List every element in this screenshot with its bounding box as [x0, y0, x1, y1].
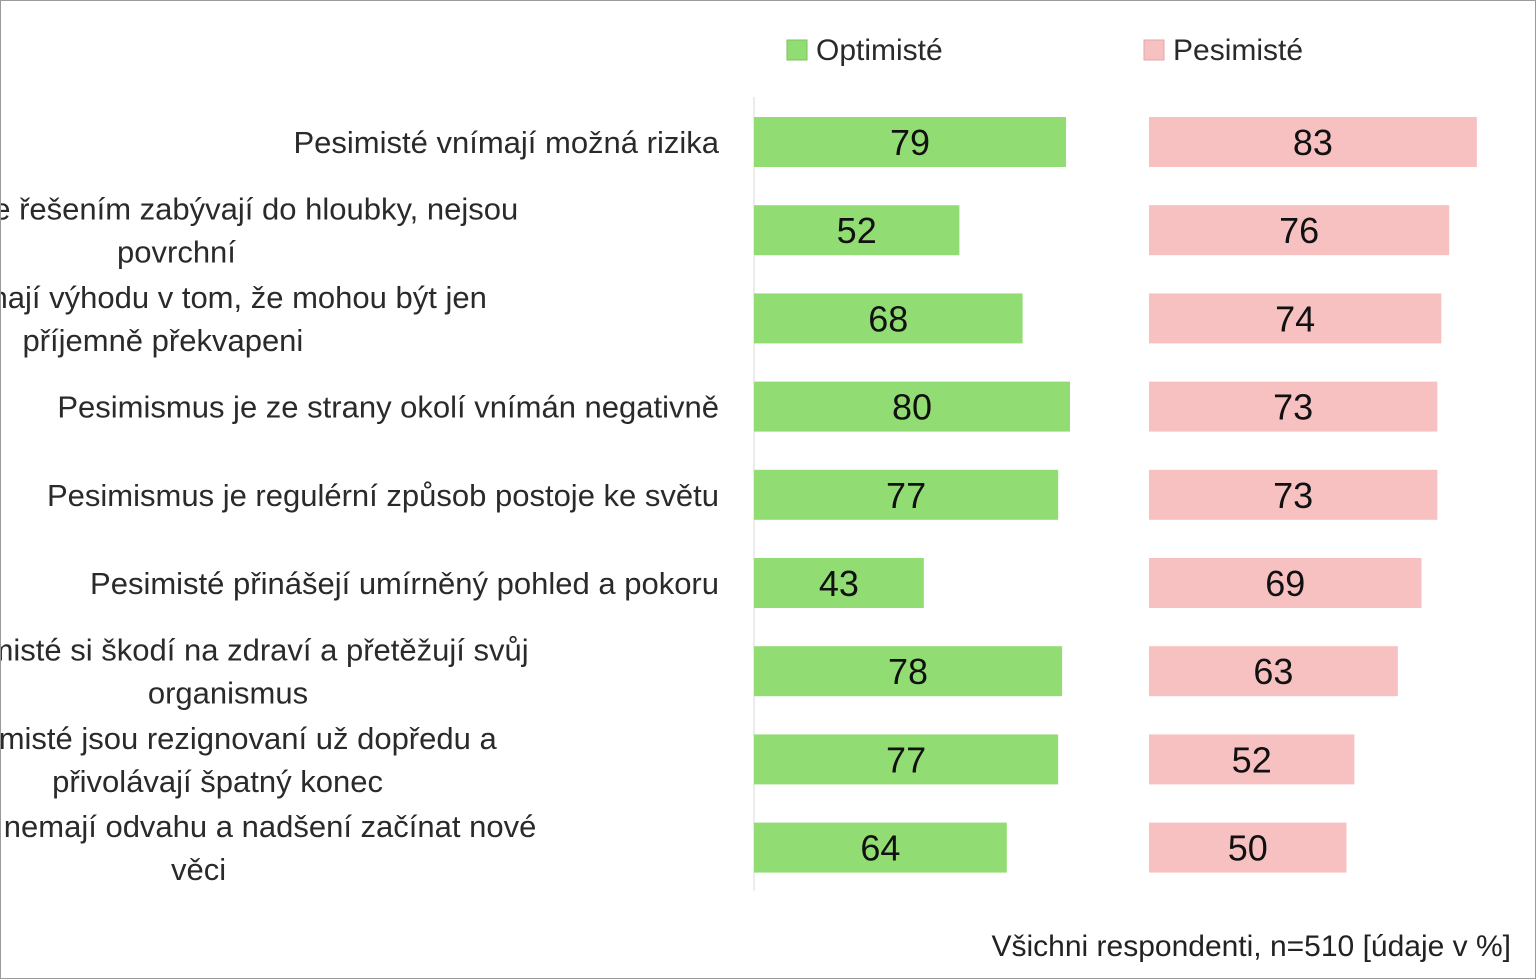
bar-pesimiste: [1149, 646, 1398, 697]
data-label-pesimiste: 73: [1273, 387, 1313, 428]
category-label: Pesimismus je ze strany okolí vnímán neg…: [57, 390, 719, 425]
bar-optimiste: [754, 822, 1007, 873]
category-label: Pesimisté jsou rezignovaní už dopředu a p…: [1, 721, 497, 799]
category-label: Pesimisté vnímají možná rizika: [293, 125, 719, 160]
data-label-optimiste: 43: [819, 563, 859, 604]
legend-swatch-optimiste: [786, 39, 808, 61]
data-label-optimiste: 77: [886, 475, 926, 516]
data-label-optimiste: 68: [868, 298, 908, 339]
bar-optimiste: [754, 381, 1070, 432]
data-label-pesimiste: 50: [1228, 828, 1268, 869]
data-label-pesimiste: 69: [1265, 563, 1305, 604]
bar-optimiste: [754, 117, 1067, 167]
category-label: Pesimisté si škodí na zdraví a přetěžují…: [1, 633, 529, 711]
data-label-optimiste: 52: [837, 210, 877, 251]
bar-optimiste: [754, 646, 1063, 697]
category-label-line: Pesimismus je regulérní způsob postoje k…: [47, 478, 719, 513]
bar-optimiste: [754, 734, 1059, 785]
bar-pesimiste: [1149, 822, 1347, 873]
category-label-line: Pesimismus je ze strany okolí vnímán neg…: [57, 390, 719, 425]
data-label-optimiste: 79: [890, 122, 930, 163]
data-label-pesimiste: 76: [1279, 210, 1319, 251]
legend-label-pesimiste: Pesimisté: [1173, 34, 1303, 67]
category-label-line: Pesimisté jsou rezignovaní už dopředu a: [1, 721, 497, 756]
category-label-line: Pesimisté si škodí na zdraví a přetěžují…: [1, 633, 529, 668]
data-label-pesimiste: 83: [1293, 122, 1333, 163]
category-label-line: věci: [171, 852, 226, 887]
category-label-line: přivolávají špatný konec: [52, 764, 383, 799]
category-label-line: Pesimisté se řešením zabývají do hloubky…: [1, 192, 518, 227]
category-label-line: organismus: [148, 676, 308, 711]
bar-pesimiste: [1149, 293, 1442, 344]
bar-optimiste: [754, 293, 1023, 344]
category-label-line: Pesimisté mají výhodu v tom, že mohou bý…: [1, 280, 487, 315]
legend-swatch-pesimiste: [1143, 39, 1165, 61]
data-label-pesimiste: 63: [1253, 651, 1293, 692]
category-label-line: povrchní: [117, 235, 236, 270]
bar-optimiste: [754, 558, 924, 608]
data-label-optimiste: 78: [888, 651, 928, 692]
bar-optimiste: [754, 205, 960, 256]
category-label-line: příjemně překvapeni: [22, 323, 303, 358]
footnote: Všichni respondenti, n=510 [údaje v %]: [991, 930, 1511, 963]
data-label-pesimiste: 52: [1232, 739, 1272, 780]
category-label: Pesimisté mají výhodu v tom, že mohou bý…: [1, 280, 487, 358]
category-label-line: Pesimisté nemají odvahu a nadšení začína…: [1, 809, 536, 844]
category-label-line: Pesimisté vnímají možná rizika: [293, 125, 719, 160]
bar-pesimiste: [1149, 381, 1438, 432]
data-label-optimiste: 64: [860, 828, 900, 869]
category-label: Pesimisté nemají odvahu a nadšení začína…: [1, 809, 536, 887]
bar-pesimiste: [1149, 205, 1450, 256]
bar-pesimiste: [1149, 117, 1477, 167]
bar-pesimiste: [1149, 469, 1438, 520]
category-label: Pesimismus je regulérní způsob postoje k…: [47, 478, 719, 513]
category-label: Pesimisté se řešením zabývají do hloubky…: [1, 192, 518, 270]
category-label-line: Pesimisté přinášejí umírněný pohled a po…: [90, 566, 719, 601]
data-label-optimiste: 80: [892, 387, 932, 428]
bar-pesimiste: [1149, 558, 1422, 608]
legend-label-optimiste: Optimisté: [816, 34, 943, 67]
data-label-pesimiste: 74: [1275, 298, 1315, 339]
bar-pesimiste: [1149, 734, 1355, 785]
data-label-pesimiste: 73: [1273, 475, 1313, 516]
category-label: Pesimisté přinášejí umírněný pohled a po…: [90, 566, 719, 601]
data-label-optimiste: 77: [886, 739, 926, 780]
bar-optimiste: [754, 469, 1059, 520]
